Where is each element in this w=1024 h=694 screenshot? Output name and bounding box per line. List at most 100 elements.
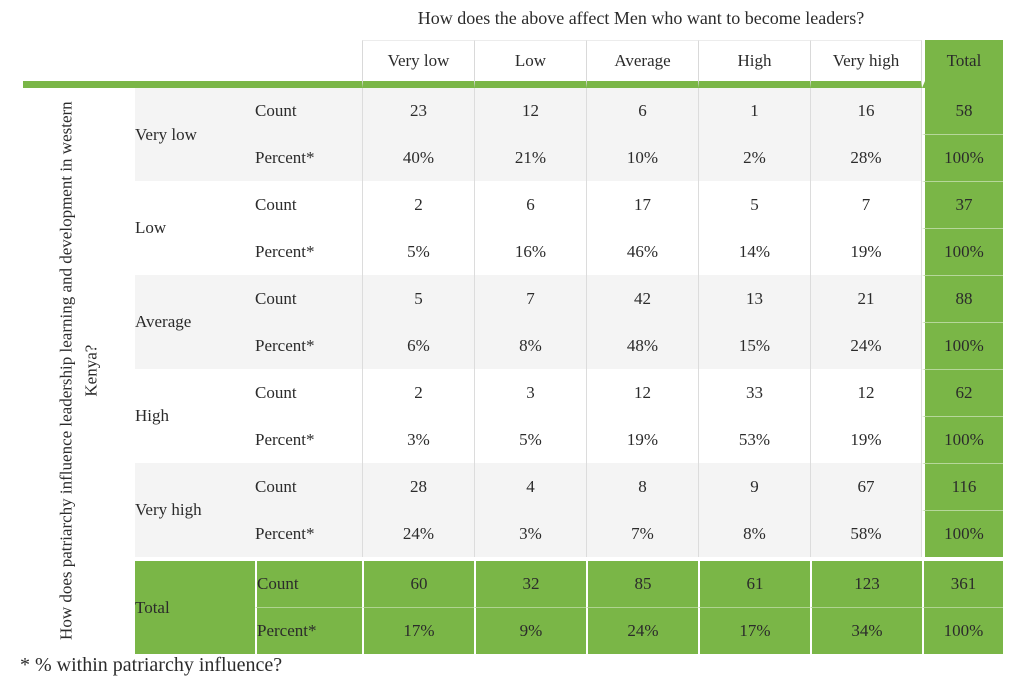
- count-cell: 23: [362, 88, 474, 134]
- percent-cell: 16%: [474, 228, 586, 275]
- total-count-cell: 37: [922, 181, 1003, 228]
- percent-cell: 28%: [810, 134, 922, 181]
- total-count-cell: 62: [922, 369, 1003, 416]
- col-header-high: High: [698, 40, 810, 88]
- table-row-total-percent: Percent* 17% 9% 24% 17% 34% 100%: [23, 607, 1003, 654]
- count-cell: 28: [362, 463, 474, 510]
- stat-label-percent: Percent*: [255, 228, 362, 275]
- col-header-average: Average: [586, 40, 698, 88]
- percent-cell: 19%: [810, 228, 922, 275]
- col-header-very-low: Very low: [362, 40, 474, 88]
- group-label: High: [135, 369, 255, 463]
- total-percent-cell: 100%: [922, 510, 1003, 557]
- percent-cell: 8%: [698, 510, 810, 557]
- group-label: Average: [135, 275, 255, 369]
- percent-cell: 8%: [474, 322, 586, 369]
- count-cell: 7: [810, 181, 922, 228]
- col-header-very-high: Very high: [810, 40, 922, 88]
- count-cell: 16: [810, 88, 922, 134]
- count-cell: 12: [474, 88, 586, 134]
- count-cell: 12: [810, 369, 922, 416]
- count-cell: 61: [698, 557, 810, 607]
- stat-label-count: Count: [255, 181, 362, 228]
- stat-label-count: Count: [255, 275, 362, 322]
- stat-label-percent: Percent*: [255, 607, 362, 654]
- table-row-very-low-percent: Percent* 40% 21% 10% 2% 28% 100%: [23, 134, 1003, 181]
- percent-cell: 3%: [474, 510, 586, 557]
- group-label-total: Total: [135, 557, 255, 654]
- count-cell: 1: [698, 88, 810, 134]
- table-row-high-count: High Count 2 3 12 33 12 62: [23, 369, 1003, 463]
- group-label: Very high: [135, 463, 255, 557]
- header-spacer: [23, 40, 362, 88]
- percent-cell: 17%: [362, 607, 474, 654]
- stat-label-count: Count: [255, 463, 362, 510]
- percent-cell: 14%: [698, 228, 810, 275]
- count-cell: 13: [698, 275, 810, 322]
- table-row-very-high-count: Very high Count 28 4 8 9 67 116: [23, 463, 1003, 557]
- stat-label-percent: Percent*: [255, 322, 362, 369]
- total-count-cell: 88: [922, 275, 1003, 322]
- percent-cell: 34%: [810, 607, 922, 654]
- grand-total-percent-cell: 100%: [922, 607, 1003, 654]
- column-question-title: How does the above affect Men who want t…: [417, 8, 865, 28]
- stat-label-percent: Percent*: [255, 416, 362, 463]
- count-cell: 3: [474, 369, 586, 416]
- count-cell: 7: [474, 275, 586, 322]
- table-row-very-high-percent: Percent* 24% 3% 7% 8% 58% 100%: [23, 510, 1003, 557]
- percent-cell: 6%: [362, 322, 474, 369]
- table-row-low-count: Low Count 2 6 17 5 7 37: [23, 181, 1003, 275]
- total-percent-cell: 100%: [922, 134, 1003, 181]
- total-count-cell: 58: [922, 88, 1003, 134]
- percent-cell: 21%: [474, 134, 586, 181]
- percent-cell: 10%: [586, 134, 698, 181]
- total-percent-cell: 100%: [922, 416, 1003, 463]
- count-cell: 5: [362, 275, 474, 322]
- count-cell: 6: [474, 181, 586, 228]
- count-cell: 8: [586, 463, 698, 510]
- total-percent-cell: 100%: [922, 322, 1003, 369]
- table-row-high-percent: Percent* 3% 5% 19% 53% 19% 100%: [23, 416, 1003, 463]
- count-cell: 32: [474, 557, 586, 607]
- count-cell: 2: [362, 369, 474, 416]
- grand-total-count-cell: 361: [922, 557, 1003, 607]
- percent-cell: 53%: [698, 416, 810, 463]
- count-cell: 5: [698, 181, 810, 228]
- percent-cell: 19%: [810, 416, 922, 463]
- stat-label-count: Count: [255, 557, 362, 607]
- percent-cell: 24%: [362, 510, 474, 557]
- percent-cell: 5%: [362, 228, 474, 275]
- total-percent-cell: 100%: [922, 228, 1003, 275]
- percent-cell: 9%: [474, 607, 586, 654]
- table-row-very-low-count: How does patriarchy influence leadership…: [23, 88, 1003, 654]
- count-cell: 123: [810, 557, 922, 607]
- count-cell: 42: [586, 275, 698, 322]
- row-question-cell: How does patriarchy influence leadership…: [23, 88, 135, 654]
- table-row-low-percent: Percent* 5% 16% 46% 14% 19% 100%: [23, 228, 1003, 275]
- percent-cell: 5%: [474, 416, 586, 463]
- table-header-row: Very low Low Average High Very high Tota…: [23, 40, 1003, 88]
- row-question-wrap: How does patriarchy influence leadership…: [23, 95, 135, 647]
- percent-cell: 24%: [586, 607, 698, 654]
- count-cell: 2: [362, 181, 474, 228]
- footnote: * % within patriarchy influence?: [20, 654, 283, 676]
- count-cell: 6: [586, 88, 698, 134]
- table-row-average-percent: Percent* 6% 8% 48% 15% 24% 100%: [23, 322, 1003, 369]
- count-cell: 85: [586, 557, 698, 607]
- percent-cell: 7%: [586, 510, 698, 557]
- percent-cell: 3%: [362, 416, 474, 463]
- percent-cell: 24%: [810, 322, 922, 369]
- count-cell: 17: [586, 181, 698, 228]
- count-cell: 60: [362, 557, 474, 607]
- percent-cell: 48%: [586, 322, 698, 369]
- table-row-total-count: Total Count 60 32 85 61 123 361: [23, 557, 1003, 654]
- count-cell: 33: [698, 369, 810, 416]
- row-question-label: How does patriarchy influence leadership…: [56, 101, 100, 641]
- count-cell: 12: [586, 369, 698, 416]
- percent-cell: 46%: [586, 228, 698, 275]
- count-cell: 21: [810, 275, 922, 322]
- percent-cell: 2%: [698, 134, 810, 181]
- count-cell: 67: [810, 463, 922, 510]
- group-label: Very low: [135, 88, 255, 181]
